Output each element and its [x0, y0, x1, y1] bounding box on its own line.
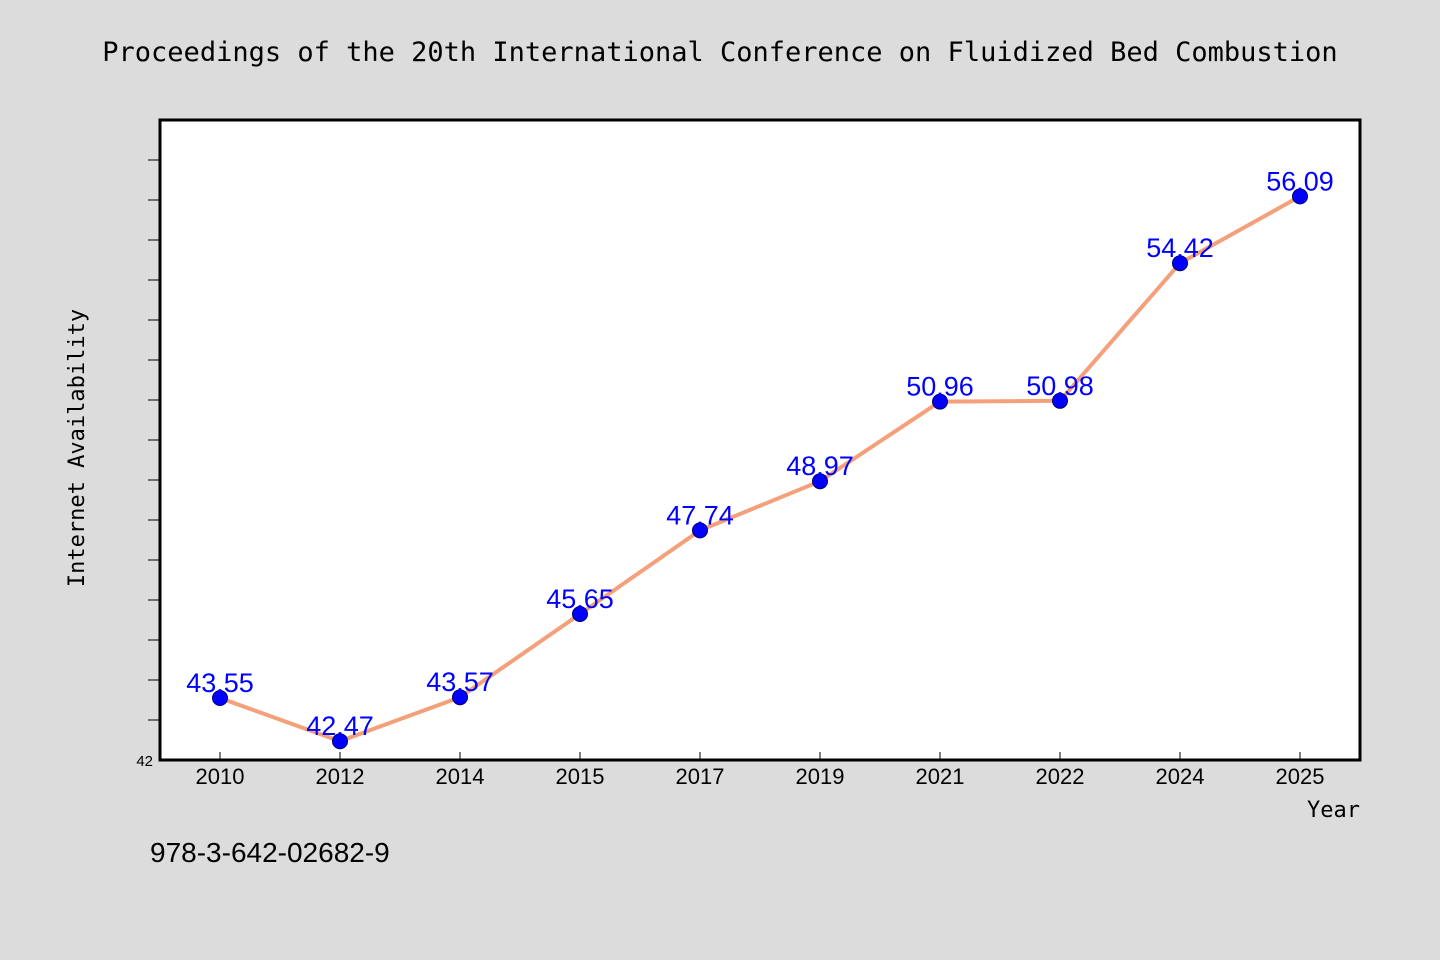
x-tick-label: 2022 [1036, 764, 1085, 789]
data-label: 43.55 [186, 668, 254, 698]
chart-title: Proceedings of the 20th International Co… [102, 37, 1337, 68]
data-point [572, 606, 588, 622]
x-tick-label: 2015 [556, 764, 605, 789]
data-point [692, 522, 708, 539]
x-tick-label: 2010 [196, 764, 245, 789]
y-tick-label: 42 [136, 753, 153, 770]
data-label: 47.74 [666, 500, 734, 530]
plot-area [158, 118, 1362, 762]
data-label: 56.09 [1266, 166, 1334, 196]
data-label: 50.98 [1026, 371, 1094, 401]
data-label: 42.47 [306, 711, 374, 741]
x-axis-label: Year [1307, 798, 1360, 823]
series-line [218, 194, 1302, 744]
data-label: 48.97 [786, 451, 854, 481]
y-axis-label: Internet Availability [65, 309, 90, 587]
data-point [212, 690, 228, 706]
data-labels: 43.55 42.47 43.57 45.65 47.74 48.97 50.96 50.98… [186, 166, 1334, 741]
isbn-text: 978-3-642-02682-9 [150, 837, 390, 868]
data-point [452, 689, 468, 706]
data-label: 50.96 [906, 372, 974, 402]
data-point [812, 473, 828, 490]
data-label: 43.57 [426, 667, 494, 697]
data-label: 45.65 [546, 584, 614, 614]
data-markers [212, 188, 1308, 750]
y-axis-ticks [148, 159, 160, 721]
x-tick-label: 2024 [1156, 764, 1205, 789]
x-tick-label: 2019 [796, 764, 845, 789]
x-tick-label: 2017 [676, 764, 725, 789]
x-axis-ticks [219, 752, 1301, 760]
data-point [1292, 188, 1308, 205]
data-point [1052, 392, 1068, 409]
x-tick-label: 2012 [316, 764, 365, 789]
x-tick-label: 2025 [1276, 764, 1325, 789]
x-tick-label: 2021 [916, 764, 965, 789]
data-label: 54.42 [1146, 233, 1214, 263]
data-point [932, 393, 948, 410]
x-tick-labels: 2010 2012 2014 2015 2017 2019 2021 2022 2024 2025 [196, 764, 1325, 789]
data-point [332, 733, 348, 750]
x-tick-label: 2014 [436, 764, 485, 789]
data-point [1172, 255, 1188, 272]
